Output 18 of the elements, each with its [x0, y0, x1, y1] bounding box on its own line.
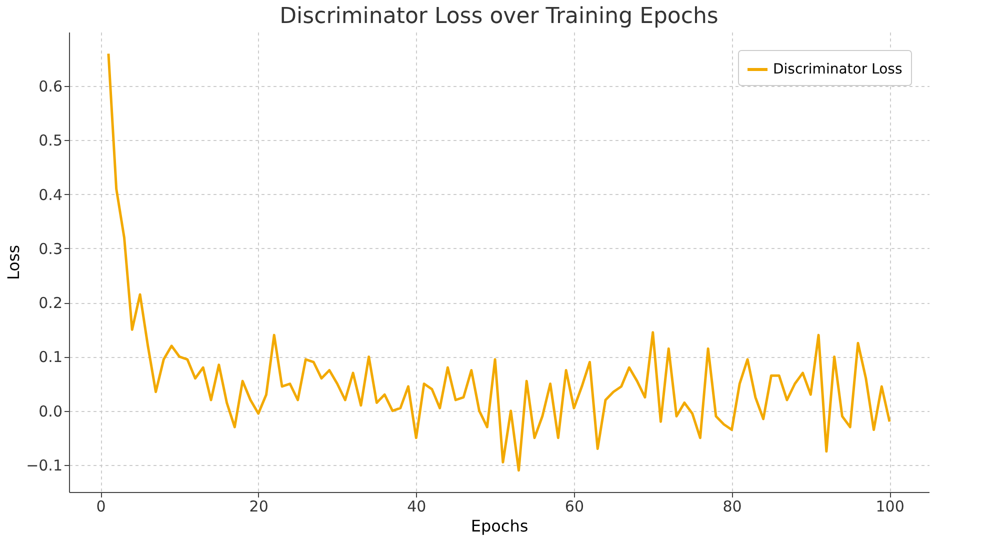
y-tick-label: 0.0: [38, 402, 62, 420]
x-tick-label: 20: [249, 498, 268, 516]
y-tick-label: −0.1: [26, 456, 62, 474]
y-axis-title: Loss: [4, 244, 24, 280]
y-tick-label: 0.3: [38, 240, 62, 258]
x-tick-label: 40: [407, 498, 426, 516]
y-tick-label: 0.2: [38, 294, 62, 312]
chart-title: Discriminator Loss over Training Epochs: [280, 4, 718, 29]
y-tick-label: 0.1: [38, 348, 62, 366]
x-tick-label: 80: [722, 498, 742, 516]
y-tick-label: 0.5: [38, 132, 62, 150]
y-tick-label: 0.6: [38, 78, 62, 96]
x-axis-title: Epochs: [470, 516, 528, 536]
x-tick-label: 60: [564, 498, 584, 516]
x-tick-label: 0: [96, 498, 106, 516]
x-tick-label: 100: [876, 498, 904, 516]
y-tick-label: 0.4: [38, 186, 62, 204]
legend-label: Discriminator Loss: [773, 62, 902, 78]
